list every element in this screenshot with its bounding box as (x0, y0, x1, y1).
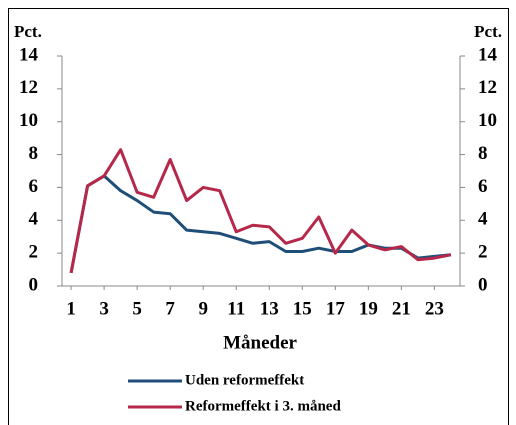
y-tick-label: 8 (29, 143, 39, 164)
y2-tick-label: 4 (478, 209, 488, 230)
series-line (69, 148, 452, 274)
x-tick-label: 1 (66, 298, 76, 319)
legend-label: Reformeffekt i 3. måned (185, 398, 341, 414)
y2-tick-label: 2 (478, 242, 488, 263)
x-tick-label: 13 (260, 298, 279, 319)
y2-axis-title: Pct. (474, 22, 502, 41)
x-axis-title: Måneder (223, 332, 297, 353)
y-tick-label: 10 (19, 110, 38, 131)
y-tick-label: 14 (19, 44, 39, 65)
legend-label: Uden reformeffekt (185, 372, 304, 388)
y2-tick-label: 12 (478, 77, 497, 98)
y-tick-label: 0 (29, 274, 39, 295)
series-line (69, 174, 452, 274)
x-tick-label: 7 (165, 298, 175, 319)
y-tick-label: 2 (29, 242, 39, 263)
y2-tick-label: 8 (478, 143, 488, 164)
y2-tick-label: 14 (478, 44, 498, 65)
x-tick-label: 9 (198, 298, 208, 319)
x-tick-label: 21 (392, 298, 411, 319)
x-tick-label: 15 (293, 298, 312, 319)
x-tick-label: 11 (227, 298, 245, 319)
y-axis-title: Pct. (14, 22, 42, 41)
y2-tick-label: 0 (478, 274, 488, 295)
y-tick-label: 4 (29, 209, 39, 230)
x-tick-label: 5 (132, 298, 142, 319)
y-tick-label: 6 (29, 176, 39, 197)
x-tick-label: 3 (99, 298, 109, 319)
x-tick-label: 19 (359, 298, 378, 319)
y2-tick-label: 10 (478, 110, 497, 131)
x-tick-label: 17 (326, 298, 346, 319)
x-tick-label: 23 (425, 298, 444, 319)
y2-tick-label: 6 (478, 176, 488, 197)
y-tick-label: 12 (19, 77, 38, 98)
